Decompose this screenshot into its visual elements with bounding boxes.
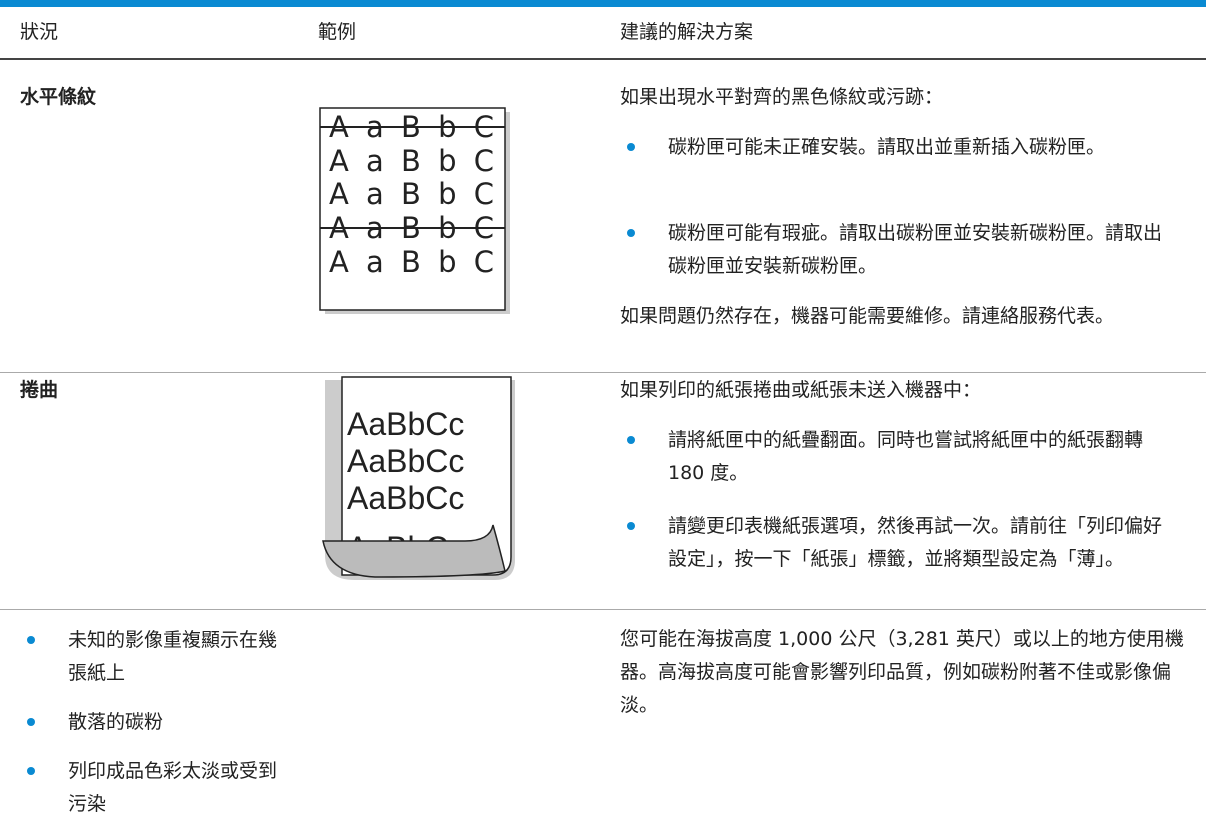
solution-intro: 如果列印的紙張捲曲或紙張未送入機器中： — [620, 379, 982, 401]
condition: 列印成品色彩太淡或受到污染 — [68, 760, 278, 815]
bullet — [627, 143, 635, 151]
solution-bullet: 碳粉匣可能有瑕疵。請取出碳粉匣並安裝新碳粉匣。請取出碳粉匣並安裝新碳粉匣。 — [668, 222, 1163, 277]
header-rule — [0, 58, 1206, 60]
solution-bullet: 碳粉匣可能未正確安裝。請取出並重新插入碳粉匣。 — [668, 136, 1106, 158]
sample-text: A a B b C — [329, 144, 494, 178]
bullet — [27, 767, 35, 775]
sample-text: A a B b C — [329, 177, 494, 211]
solution-outro: 如果問題仍然存在，機器可能需要維修。請連絡服務代表。 — [620, 305, 1115, 327]
column-header: 範例 — [318, 21, 357, 43]
bullet — [627, 229, 635, 237]
condition: 捲曲 — [20, 379, 59, 401]
bullet — [627, 522, 635, 530]
example-image: A a B b C A a B b C A a B b C A a B b C … — [319, 107, 510, 314]
sample-text: AaBbCc — [347, 480, 464, 516]
top-bar — [0, 0, 1206, 7]
solution-bullet: 請變更印表機紙張選項，然後再試一次。請前往「列印偏好設定」，按一下「紙張」標籤，… — [668, 515, 1163, 570]
column-header: 建議的解決方案 — [620, 21, 754, 43]
condition: 未知的影像重複顯示在幾張紙上 — [68, 629, 278, 684]
solution-intro: 如果出現水平對齊的黑色條紋或污跡： — [620, 86, 944, 108]
condition: 散落的碳粉 — [68, 711, 164, 733]
curl — [322, 524, 506, 578]
example-image: AaBbCc AaBbCc AaBbCc AaBbCc — [322, 376, 515, 580]
sample-text: AaBbCc — [347, 406, 464, 442]
bullet — [627, 436, 635, 444]
bullet — [27, 636, 35, 644]
column-header: 狀況 — [20, 21, 59, 43]
sample-text: A a B b C — [329, 245, 494, 279]
row-rule — [0, 372, 1206, 373]
bullet — [27, 718, 35, 726]
sample-text: AaBbCc — [347, 443, 464, 479]
row-rule — [0, 609, 1206, 610]
paper — [319, 107, 506, 311]
condition: 水平條紋 — [20, 86, 97, 108]
solution-intro: 您可能在海拔高度 1,000 公尺（3,281 英尺）或以上的地方使用機器。高海… — [620, 628, 1184, 716]
paper — [341, 376, 512, 576]
solution-bullet: 請將紙匣中的紙疊翻面。同時也嘗試將紙匣中的紙張翻轉 180 度。 — [668, 429, 1144, 484]
